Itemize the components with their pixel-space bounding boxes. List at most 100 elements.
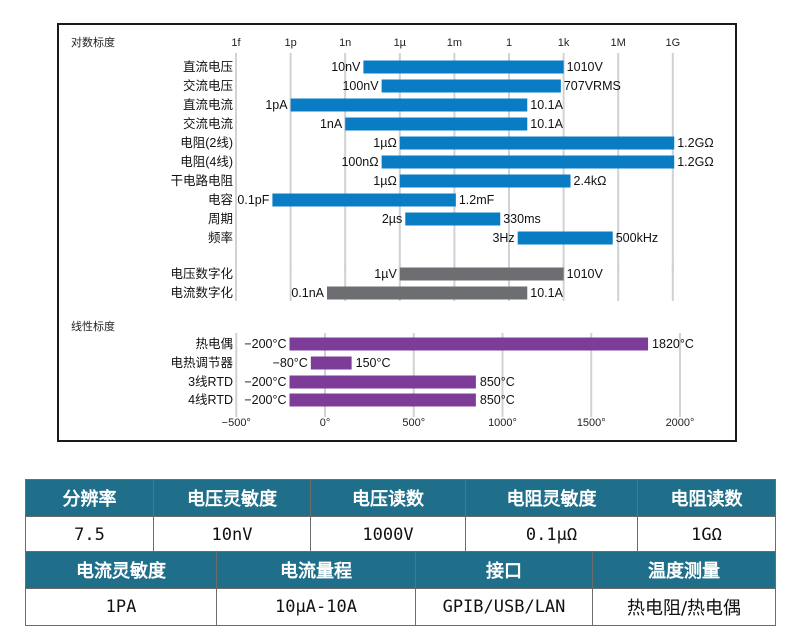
log-axis-tick-label: 1m [447, 37, 462, 49]
spec-table-top: 分辨率 电压灵敏度 电压读数 电阻灵敏度 电阻读数 7.5 10nV 1000V… [25, 479, 776, 554]
value-current-range: 10μA-10A [216, 588, 416, 626]
value-resolution: 7.5 [25, 516, 154, 554]
measurement-range-chart: 对数标度 1f 1p 1n 1µ 1m 1 1k 1M 1G 直流电压 10nV 1010V 交流电压 10… [71, 35, 714, 429]
temp-range-bar [310, 356, 352, 370]
value-voltage-reading: 1000V [310, 516, 466, 554]
range-max-label: 500kHz [616, 231, 658, 245]
range-min-label: 3Hz [492, 231, 514, 245]
linear-axis-tick-label: 500° [402, 417, 425, 429]
log-axis-tick-label: 1M [611, 37, 626, 49]
range-min-label: 1pA [265, 98, 288, 112]
value-interface: GPIB/USB/LAN [415, 588, 593, 626]
log-axis-tick-label: 1k [558, 37, 570, 49]
temp-row-label: 4线RTD [188, 393, 233, 407]
range-min-label: 10nV [331, 60, 361, 74]
header-resolution: 分辨率 [25, 479, 154, 517]
range-bar [405, 212, 501, 226]
header-current-sensitivity: 电流灵敏度 [25, 551, 217, 589]
temp-max-label: 150°C [356, 356, 391, 370]
row-label: 直流电流 [183, 98, 234, 112]
range-bar [363, 60, 564, 74]
temp-row-label: 电热调节器 [170, 356, 233, 370]
temp-max-label: 1820°C [652, 337, 694, 351]
header-temperature: 温度测量 [592, 551, 776, 589]
range-bar [381, 79, 561, 93]
spec-value-row-1: 7.5 10nV 1000V 0.1μΩ 1GΩ [25, 516, 776, 554]
value-resistance-reading: 1GΩ [637, 516, 776, 554]
log-axis-tick-label: 1p [284, 37, 296, 49]
header-resistance-reading: 电阻读数 [637, 479, 776, 517]
header-interface: 接口 [415, 551, 593, 589]
range-max-label: 10.1A [530, 98, 563, 112]
spec-header-row-1: 分辨率 电压灵敏度 电压读数 电阻灵敏度 电阻读数 [25, 479, 776, 517]
range-min-label: 100nV [342, 79, 379, 93]
linear-axis-tick-label: 1000° [488, 417, 517, 429]
linear-axis-tick-label: −500° [222, 417, 251, 429]
row-label: 直流电压 [183, 60, 233, 74]
range-bar [381, 155, 675, 169]
chart-frame: 对数标度 1f 1p 1n 1µ 1m 1 1k 1M 1G 直流电压 10nV 1010V 交流电压 10… [57, 23, 737, 442]
temp-min-label: −200°C [244, 337, 286, 351]
value-temperature: 热电阻/热电偶 [592, 588, 776, 626]
range-bar [345, 117, 528, 131]
range-bar [517, 231, 613, 245]
header-voltage-reading: 电压读数 [310, 479, 466, 517]
temp-max-label: 850°C [480, 375, 515, 389]
temp-row-label: 热电偶 [195, 337, 233, 351]
range-max-label: 2.4kΩ [574, 174, 607, 188]
linear-axis-tick-label: 0° [320, 417, 331, 429]
header-voltage-sensitivity: 电压灵敏度 [153, 479, 311, 517]
range-max-label: 1.2GΩ [677, 155, 713, 169]
temp-max-label: 850°C [480, 393, 515, 407]
range-max-label: 1.2mF [459, 193, 495, 207]
log-axis-tick-label: 1n [339, 37, 351, 49]
range-min-label: 2µs [382, 212, 402, 226]
range-max-label: 707VRMS [564, 79, 621, 93]
linear-scale-title: 线性标度 [71, 319, 115, 333]
row-label: 电流数字化 [170, 285, 233, 300]
linear-axis-tick-label: 2000° [666, 417, 695, 429]
range-bar [327, 286, 528, 300]
row-label: 交流电流 [183, 116, 234, 131]
row-label: 电压数字化 [170, 266, 233, 281]
log-axis-tick-label: 1f [231, 37, 241, 49]
spec-table-bottom: 电流灵敏度 电流量程 接口 温度测量 1PA 10μA-10A GPIB/USB… [25, 551, 776, 626]
range-min-label: 1µV [374, 267, 397, 281]
row-label: 周期 [208, 212, 233, 226]
value-resistance-sensitivity: 0.1μΩ [465, 516, 638, 554]
row-label: 干电路电阻 [170, 173, 233, 188]
range-min-label: 100nΩ [341, 155, 378, 169]
temp-min-label: −200°C [244, 393, 286, 407]
temp-row-label: 3线RTD [188, 375, 233, 389]
range-min-label: 1nA [320, 117, 343, 131]
range-min-label: 1µΩ [373, 136, 397, 150]
temp-min-label: −80°C [273, 356, 308, 370]
log-axis-tick-label: 1G [665, 37, 680, 49]
header-resistance-sensitivity: 电阻灵敏度 [465, 479, 638, 517]
row-label: 电阻(2线) [180, 136, 233, 150]
range-max-label: 1010V [567, 60, 604, 74]
range-max-label: 10.1A [530, 117, 563, 131]
spec-header-row-2: 电流灵敏度 电流量程 接口 温度测量 [25, 551, 776, 589]
range-max-label: 10.1A [530, 286, 563, 300]
header-current-range: 电流量程 [216, 551, 416, 589]
range-bar [272, 193, 456, 207]
range-min-label: 0.1pF [237, 193, 269, 207]
linear-axis-tick-label: 1500° [577, 417, 606, 429]
row-label: 频率 [208, 230, 233, 245]
log-scale-title: 对数标度 [71, 35, 115, 49]
value-current-sensitivity: 1PA [25, 588, 217, 626]
range-min-label: 1µΩ [373, 174, 397, 188]
range-min-label: 0.1nA [291, 286, 324, 300]
row-label: 交流电压 [183, 78, 233, 93]
temp-range-bar [289, 375, 476, 389]
temp-range-bar [289, 337, 649, 351]
row-label: 电阻(4线) [180, 155, 233, 169]
row-label: 电容 [208, 192, 233, 207]
range-bar [399, 136, 675, 150]
range-bar [290, 98, 528, 112]
range-max-label: 1.2GΩ [677, 136, 713, 150]
spec-value-row-2: 1PA 10μA-10A GPIB/USB/LAN 热电阻/热电偶 [25, 588, 776, 626]
log-axis-tick-label: 1µ [394, 37, 407, 49]
temp-range-bar [289, 393, 476, 407]
